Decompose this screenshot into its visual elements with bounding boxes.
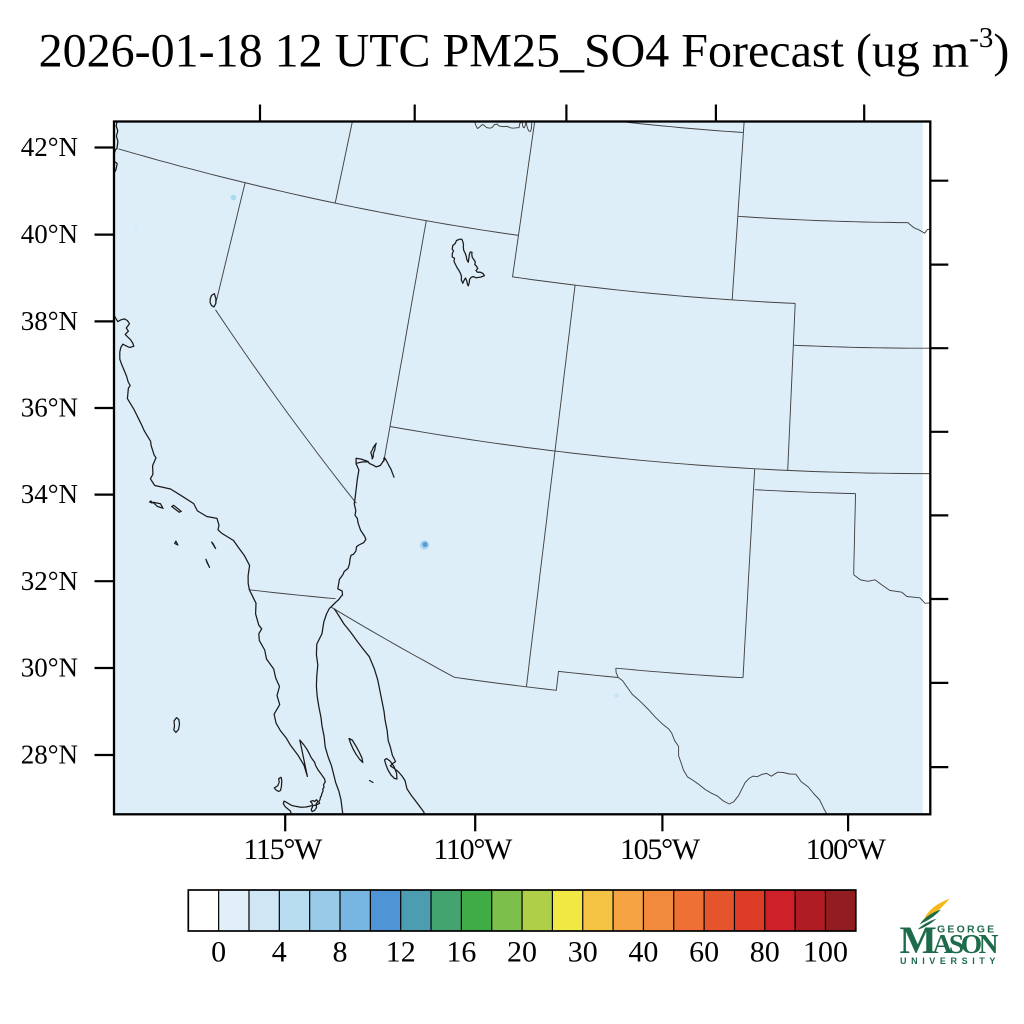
svg-text:60: 60 [689, 936, 719, 969]
svg-text:36°N: 36°N [21, 393, 78, 423]
svg-text:ASON: ASON [933, 928, 999, 959]
svg-text:16: 16 [446, 936, 476, 969]
svg-text:UNIVERSITY: UNIVERSITY [900, 956, 1000, 966]
svg-text:110°W: 110°W [433, 833, 513, 866]
svg-text:100: 100 [803, 936, 848, 969]
svg-text:28°N: 28°N [21, 740, 78, 770]
svg-text:8: 8 [333, 936, 348, 969]
svg-text:40: 40 [628, 936, 658, 969]
svg-text:12: 12 [386, 936, 416, 969]
svg-text:2026-01-18 12 UTC PM25_SO4 For: 2026-01-18 12 UTC PM25_SO4 Forecast (ug … [39, 22, 1010, 78]
svg-text:M: M [900, 918, 937, 962]
svg-text:100°W: 100°W [806, 833, 887, 866]
svg-text:115°W: 115°W [243, 833, 323, 866]
svg-text:40°N: 40°N [21, 219, 78, 249]
svg-text:4: 4 [272, 936, 287, 969]
svg-text:0: 0 [211, 936, 226, 969]
svg-text:20: 20 [507, 936, 537, 969]
svg-text:80: 80 [750, 936, 780, 969]
svg-text:105°W: 105°W [620, 833, 701, 866]
svg-text:42°N: 42°N [21, 132, 78, 162]
svg-text:30°N: 30°N [21, 653, 78, 683]
svg-text:GEORGE: GEORGE [937, 924, 996, 936]
svg-text:32°N: 32°N [21, 566, 78, 596]
svg-text:30: 30 [568, 936, 598, 969]
svg-text:38°N: 38°N [21, 306, 78, 336]
svg-text:34°N: 34°N [21, 479, 78, 509]
